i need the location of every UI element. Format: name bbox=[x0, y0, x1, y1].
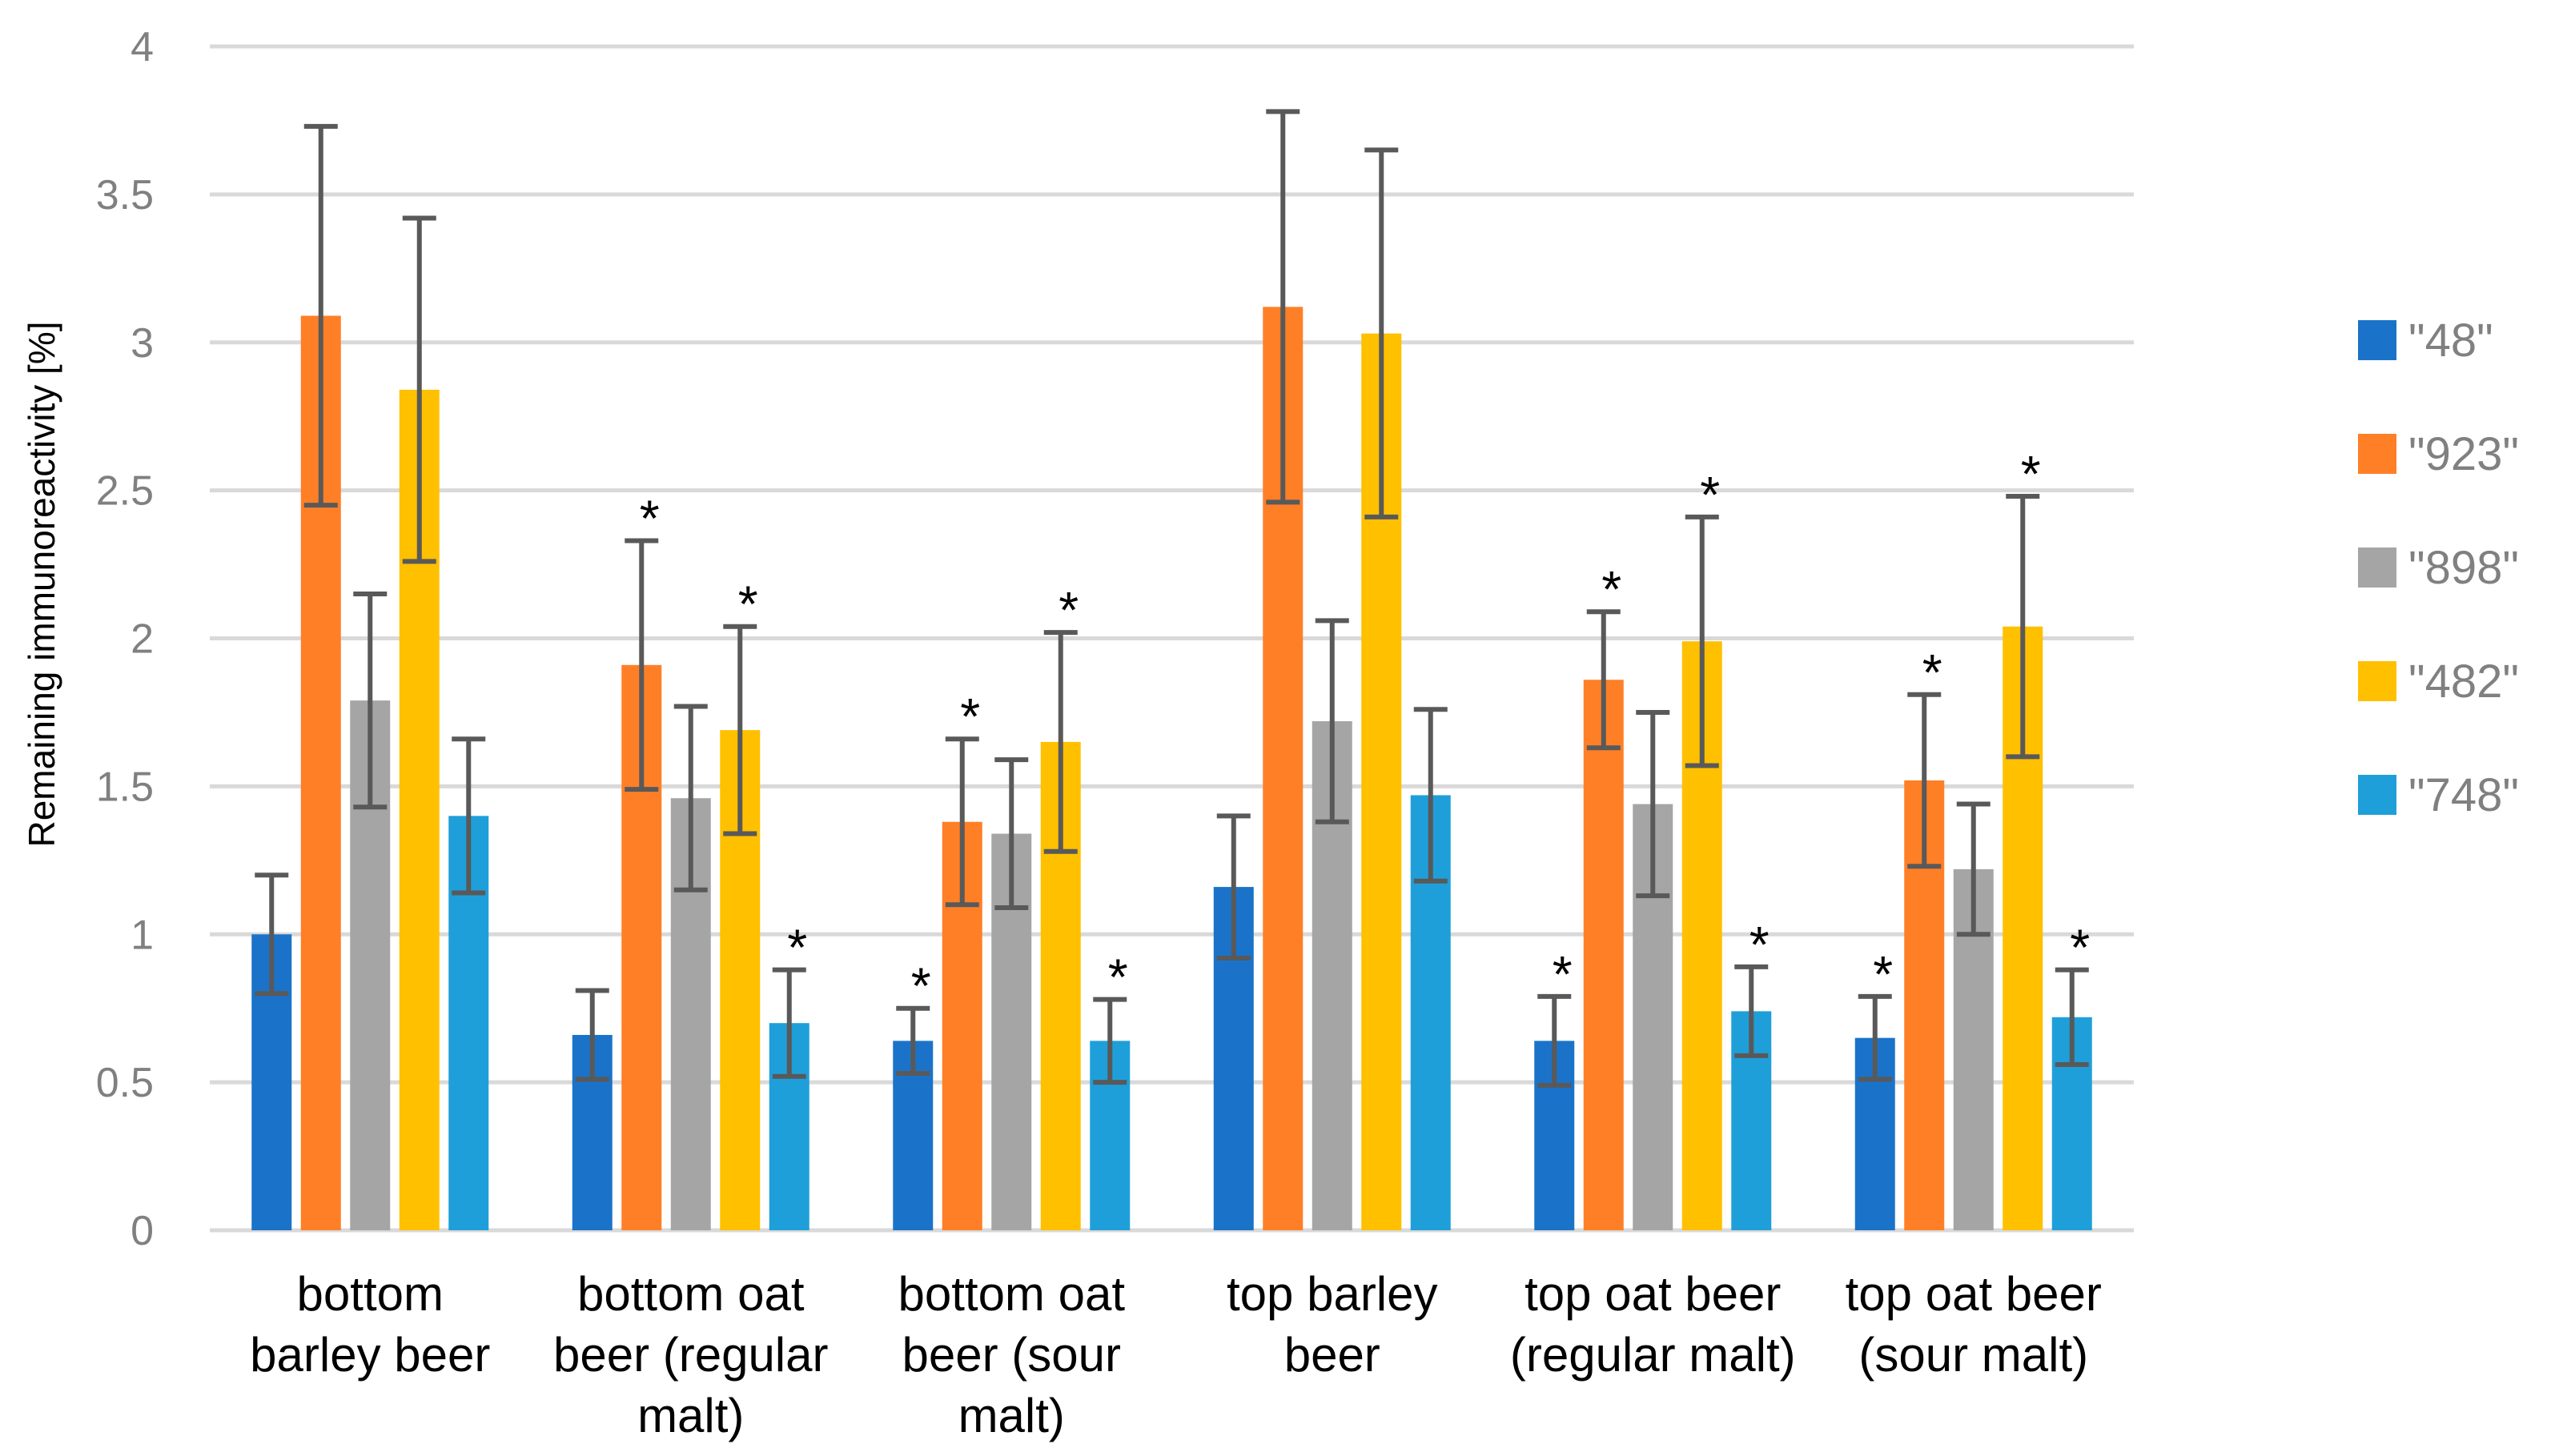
x-category-label: beer (sour bbox=[902, 1328, 1121, 1382]
x-category-label: bottom oat bbox=[577, 1267, 805, 1321]
y-tick-label: 3.5 bbox=[96, 172, 154, 219]
gridlines bbox=[210, 44, 2134, 1233]
significance-star: * bbox=[960, 688, 980, 745]
y-tick-label: 2.5 bbox=[96, 468, 154, 515]
x-category-label: top oat beer bbox=[1525, 1267, 1781, 1321]
x-category-label: (regular malt) bbox=[1510, 1328, 1796, 1382]
significance-star: * bbox=[1700, 466, 1720, 523]
y-axis-ticks: 0 0.5 1 1.5 2 2.5 3 3.5 4 bbox=[96, 24, 154, 1254]
legend-swatch bbox=[2358, 548, 2396, 588]
y-tick-label: 1.5 bbox=[96, 764, 154, 810]
legend-swatch bbox=[2358, 320, 2396, 360]
legend-label: "898" bbox=[2408, 542, 2519, 594]
significance-star: * bbox=[911, 957, 931, 1015]
y-axis-label: Remaining immunoreactivity [%] bbox=[21, 321, 62, 847]
significance-star: * bbox=[738, 576, 758, 633]
significance-star: * bbox=[640, 489, 660, 547]
legend-label: "748" bbox=[2408, 769, 2519, 821]
legend-swatch bbox=[2358, 775, 2396, 815]
significance-star: * bbox=[2021, 445, 2041, 503]
legend-label: "48" bbox=[2408, 315, 2493, 367]
significance-star: * bbox=[1601, 560, 1621, 618]
significance-star: * bbox=[2070, 919, 2090, 977]
y-tick-label: 3 bbox=[131, 320, 154, 367]
x-axis-category-labels: bottom barley beer bottom oat beer (regular… bbox=[250, 1267, 2102, 1442]
legend-swatch bbox=[2358, 434, 2396, 474]
y-tick-label: 0 bbox=[131, 1208, 154, 1254]
x-category-label: bottom oat bbox=[898, 1267, 1125, 1321]
error-bars bbox=[255, 109, 2089, 1088]
x-category-label: top barley bbox=[1227, 1267, 1438, 1321]
legend-swatch bbox=[2358, 661, 2396, 701]
significance-star: * bbox=[1873, 945, 1893, 1003]
significance-markers: * * * * * * * * * * * * * * * bbox=[640, 445, 2090, 1015]
x-category-label: beer bbox=[1284, 1328, 1380, 1382]
legend-label: "482" bbox=[2408, 656, 2519, 708]
x-category-label: top oat beer bbox=[1846, 1267, 2102, 1321]
x-category-label: malt) bbox=[637, 1389, 744, 1442]
significance-star: * bbox=[1922, 644, 1942, 701]
x-category-label: (sour malt) bbox=[1858, 1328, 2088, 1382]
significance-star: * bbox=[1059, 581, 1079, 639]
bars bbox=[251, 307, 2092, 1231]
significance-star: * bbox=[1750, 916, 1770, 973]
significance-star: * bbox=[787, 919, 807, 977]
x-category-label: barley beer bbox=[250, 1328, 490, 1382]
significance-star: * bbox=[1108, 949, 1128, 1006]
y-tick-label: 1 bbox=[131, 912, 154, 958]
legend: "48" "923" "898" "482" "748" bbox=[2358, 315, 2519, 821]
y-tick-label: 0.5 bbox=[96, 1060, 154, 1106]
bar bbox=[1583, 680, 1624, 1230]
legend-label: "923" bbox=[2408, 428, 2519, 480]
x-category-label: beer (regular bbox=[553, 1328, 829, 1382]
x-category-label: malt) bbox=[958, 1389, 1065, 1442]
x-category-label: bottom bbox=[297, 1267, 444, 1321]
significance-star: * bbox=[1553, 945, 1573, 1003]
y-tick-label: 2 bbox=[131, 616, 154, 663]
y-tick-label: 4 bbox=[131, 24, 154, 70]
